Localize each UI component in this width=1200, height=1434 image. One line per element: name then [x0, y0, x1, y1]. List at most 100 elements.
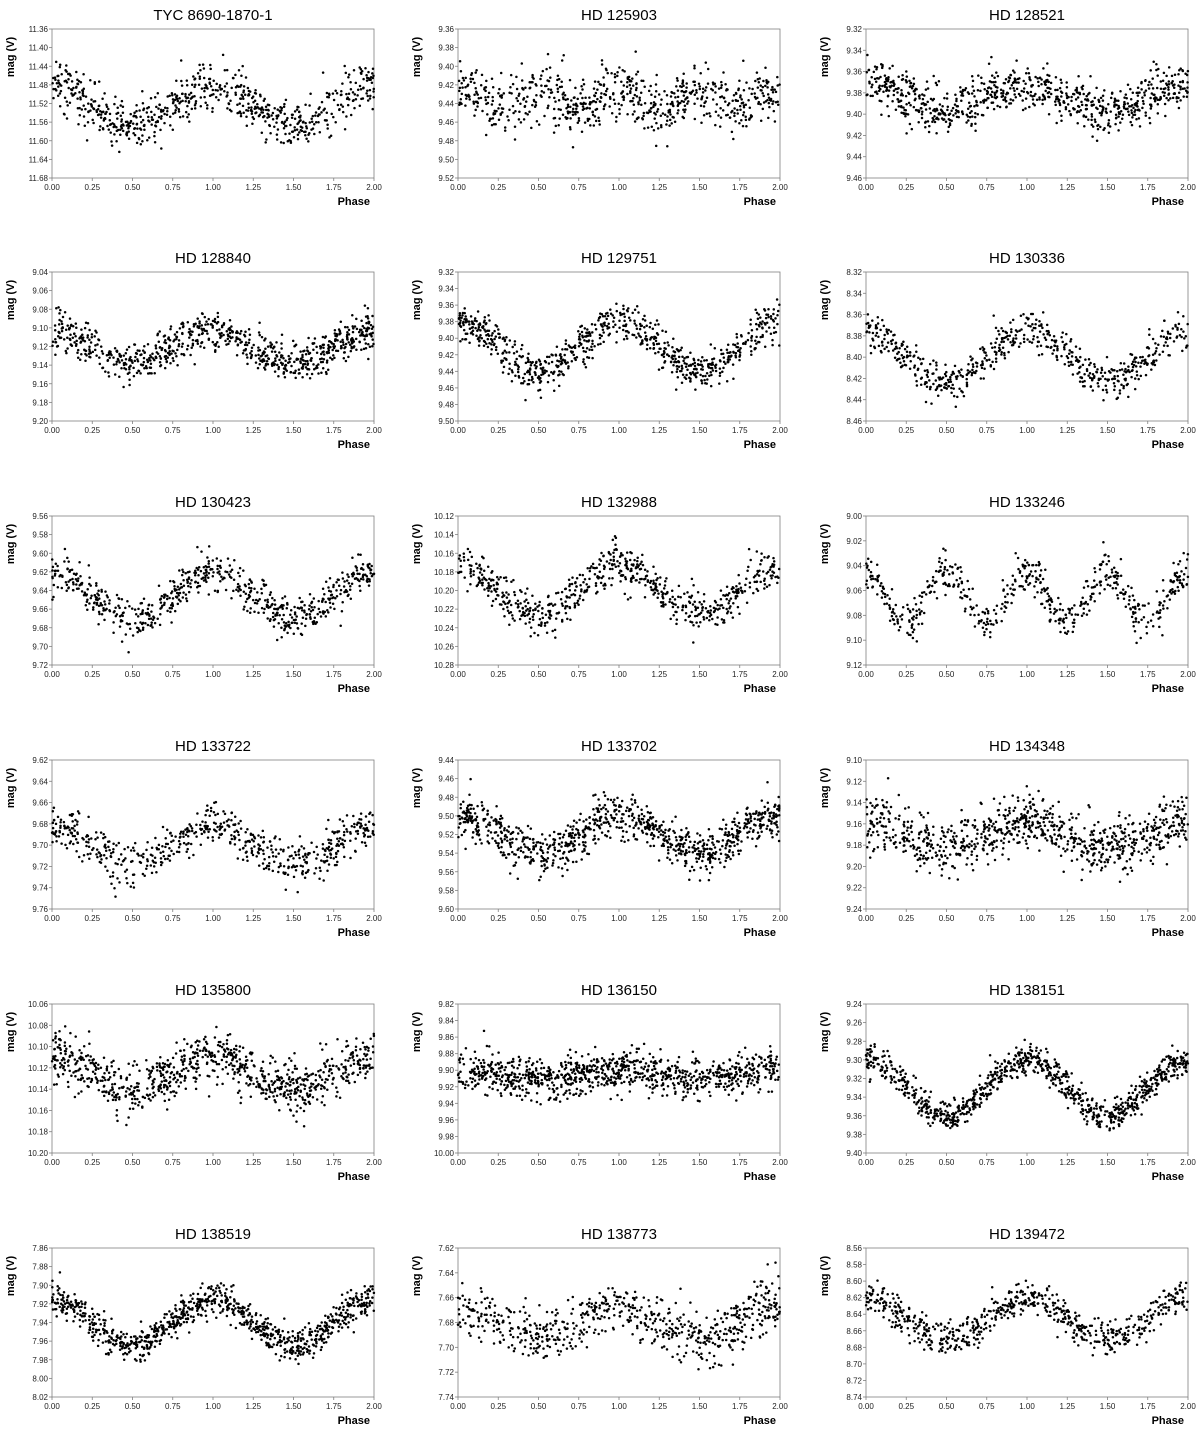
data-point [74, 344, 78, 347]
data-point [501, 351, 505, 354]
data-point [328, 577, 332, 580]
data-point [258, 333, 261, 337]
data-point [988, 358, 991, 362]
data-point [347, 355, 350, 359]
data-point [881, 63, 884, 67]
x-tick-label: 1.00 [1019, 183, 1035, 192]
data-point [718, 125, 722, 128]
x-tick-label: 1.75 [326, 426, 342, 435]
data-point [159, 364, 163, 367]
data-point [461, 311, 465, 315]
data-point [1065, 85, 1069, 89]
data-point [598, 100, 602, 103]
data-point [684, 90, 687, 94]
data-point [1053, 344, 1057, 348]
data-point [651, 327, 655, 330]
data-point [1077, 75, 1080, 78]
data-point [57, 85, 60, 88]
data-point [697, 358, 700, 362]
data-point [932, 372, 935, 375]
data-point [312, 122, 316, 126]
data-point [360, 348, 363, 351]
data-point [1063, 343, 1066, 347]
data-point [366, 89, 369, 92]
y-tick-label: 9.58 [32, 531, 48, 540]
data-point [956, 395, 959, 399]
data-point [547, 362, 551, 365]
data-point [325, 119, 328, 122]
x-axis-label: Phase [338, 439, 370, 451]
data-point [279, 141, 283, 144]
data-point [212, 79, 215, 82]
data-point [214, 95, 218, 99]
data-point [141, 89, 144, 93]
data-point [994, 357, 998, 360]
data-point [1085, 367, 1089, 371]
data-point [881, 84, 884, 88]
data-point [1162, 344, 1166, 347]
data-point [555, 364, 558, 367]
data-point [528, 81, 531, 84]
data-point [552, 107, 556, 111]
data-point [742, 88, 746, 92]
data-point [128, 367, 131, 371]
data-point [1054, 76, 1058, 79]
data-point [613, 81, 617, 84]
data-point [208, 81, 211, 84]
data-point [351, 330, 355, 334]
data-point [211, 326, 214, 329]
x-tick-label: 1.50 [286, 183, 302, 192]
data-point [534, 366, 538, 370]
data-point [316, 366, 319, 369]
data-point [150, 110, 153, 114]
data-point [738, 358, 741, 362]
data-point [564, 116, 567, 119]
data-point [207, 317, 210, 321]
data-point [765, 330, 768, 333]
data-point [75, 326, 78, 329]
data-point [1084, 115, 1088, 119]
data-point [115, 140, 118, 143]
data-point [135, 141, 139, 145]
data-point [664, 330, 668, 334]
data-point [62, 338, 66, 341]
data-point [517, 365, 520, 369]
data-point [540, 74, 543, 77]
y-tick-label: 9.46 [846, 174, 862, 183]
data-point [1087, 358, 1091, 361]
data-point [55, 81, 59, 85]
data-point [219, 559, 223, 563]
data-point [202, 346, 206, 349]
data-point [892, 89, 896, 93]
data-point [934, 388, 938, 392]
data-point [1162, 335, 1166, 339]
data-point [129, 119, 133, 123]
data-point [297, 372, 301, 375]
data-point [211, 110, 214, 114]
data-point [369, 94, 372, 98]
data-point [631, 113, 635, 116]
data-point [166, 356, 170, 359]
data-point [935, 364, 938, 367]
data-point [142, 124, 146, 128]
data-point [631, 311, 634, 315]
data-point [1031, 329, 1034, 332]
data-point [732, 377, 735, 380]
data-point [751, 87, 754, 91]
data-point [58, 83, 62, 86]
data-point [1175, 336, 1178, 339]
data-point [602, 340, 605, 344]
data-point [66, 567, 69, 570]
data-point [969, 104, 973, 108]
data-point [184, 572, 187, 575]
data-point [771, 338, 774, 342]
data-point [243, 334, 247, 338]
data-point [580, 324, 584, 328]
data-point [128, 383, 131, 387]
data-point [1008, 76, 1012, 80]
data-point [706, 378, 709, 381]
data-point [865, 322, 868, 326]
data-point [621, 95, 624, 99]
data-point [77, 123, 80, 126]
data-point [661, 112, 665, 115]
